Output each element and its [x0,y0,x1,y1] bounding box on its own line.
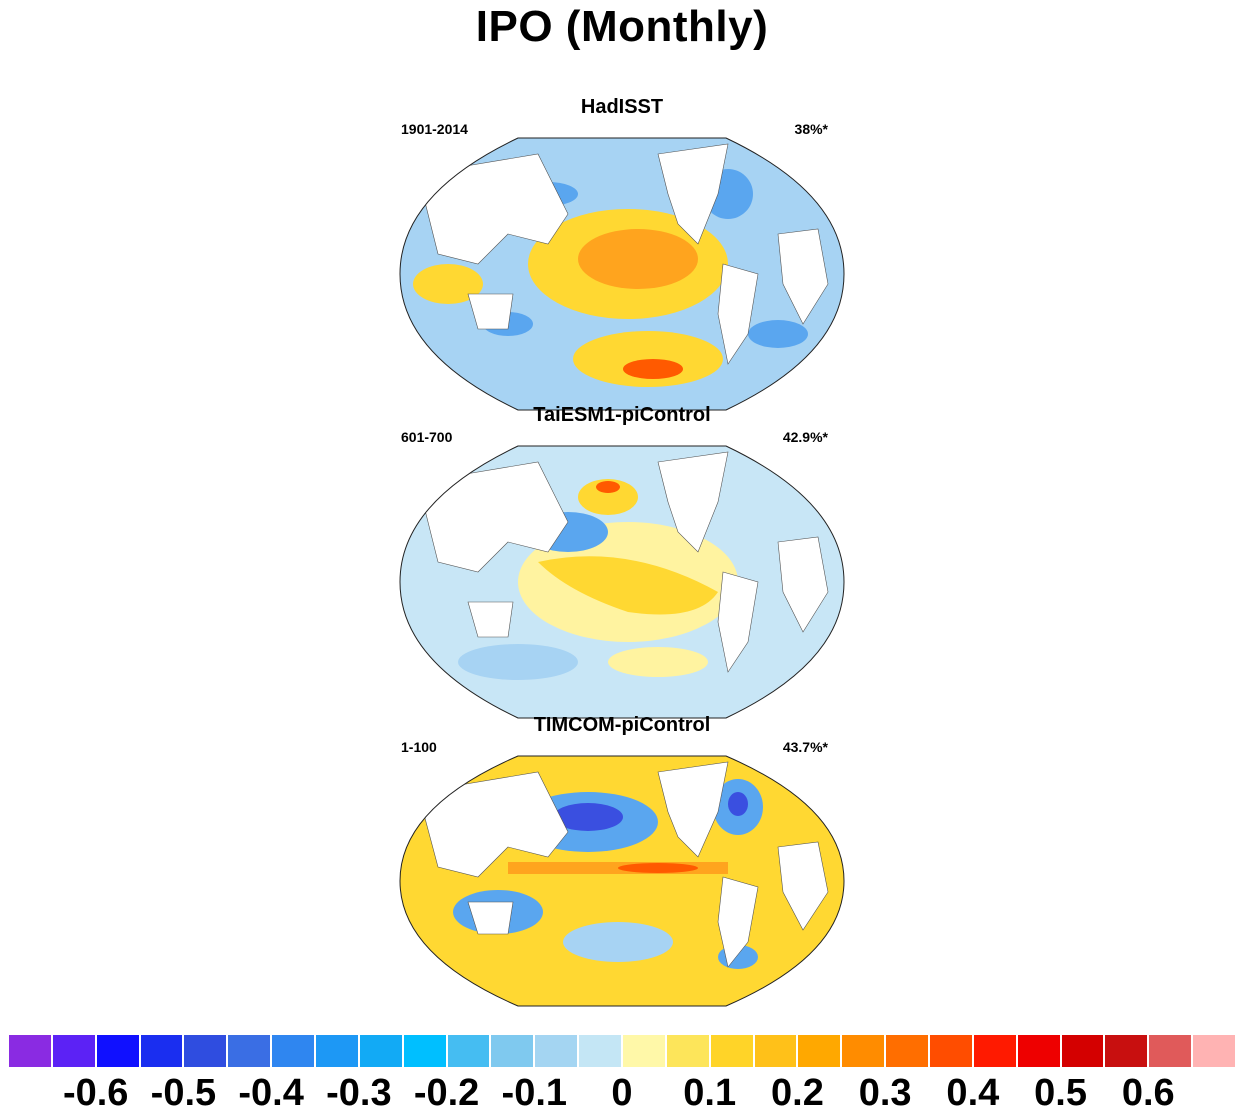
panel-period: 1-100 [401,739,437,755]
map-panel-hadisst: HadISST 1901-2014 38%* [398,96,846,416]
colorbar-labels: -0.6 -0.5 -0.4 -0.3 -0.2 -0.1 0 0.1 0.2 0.3 0.4 0.5… [0,1072,1244,1117]
panel-period: 601-700 [401,429,453,445]
land-africa [777,841,829,931]
colorbar-swatch [315,1034,359,1068]
map-frame [399,445,845,719]
colorbar-swatch [885,1034,929,1068]
map-panel-timcom: TIMCOM-piControl 1-100 43.7%* [398,714,846,1034]
land-africa [777,536,829,633]
colorbar-tick-label: 0.6 [1121,1072,1175,1114]
ipo-map-timcom [399,755,845,1007]
land-australia [467,293,514,330]
ipo-map-taiesm1 [399,445,845,719]
colorbar-tick-label: -0.6 [62,1072,129,1114]
colorbar-swatch [446,1034,491,1068]
warm-tropical-band [538,556,718,615]
panel-period: 1901-2014 [401,121,468,137]
land-north-america [657,451,729,553]
colorbar-swatch [358,1034,403,1068]
map-frame [399,755,845,1007]
ipo-map-hadisst [399,137,845,411]
panel-variance: 42.9%* [782,429,828,445]
map-frame [399,137,845,411]
colorbar-swatch [709,1034,754,1068]
land-south-america [717,263,759,365]
panel-variance: 43.7%* [782,739,828,755]
colorbar-tick-label: 0 [611,1072,633,1114]
colorbar [8,1034,1236,1070]
colorbar-tick-label: 0.3 [858,1072,912,1114]
land-eurasia [417,461,569,573]
colorbar-swatch [51,1034,96,1068]
colorbar-tick-label: -0.2 [413,1072,480,1114]
colorbar-swatch [402,1034,447,1068]
colorbar-swatch [8,1034,52,1068]
colorbar-swatch [271,1034,315,1068]
colorbar-tick-label: -0.4 [238,1072,304,1114]
colorbar-swatch [622,1034,666,1068]
colorbar-swatch [534,1034,579,1068]
colorbar-swatch [972,1034,1017,1068]
colorbar-swatch [665,1034,710,1068]
colorbar-tick-label: -0.5 [150,1072,217,1114]
colorbar-swatch [1148,1034,1193,1068]
land-south-america [717,876,759,968]
land-eurasia [417,771,569,878]
colorbar-tick-label: 0.5 [1034,1072,1087,1114]
colorbar-tick-label: -0.1 [501,1072,568,1114]
panel-title: TaiESM1-piControl [533,404,711,426]
colorbar-tick-label: 0.4 [946,1072,1000,1114]
panel-variance: 38%* [794,121,828,137]
figure-title: IPO (Monthly) [475,2,769,51]
colorbar-swatch [95,1034,140,1068]
colorbar-tick-label: -0.3 [326,1072,392,1114]
colorbar-swatch [578,1034,622,1068]
land-north-america [657,143,729,245]
colorbar-swatch [797,1034,842,1068]
land-australia [467,601,514,638]
panel-title: TIMCOM-piControl [533,714,711,736]
colorbar-tick-label: 0.1 [683,1072,737,1114]
land-eurasia [417,153,569,265]
colorbar-swatch [227,1034,272,1068]
colorbar-swatch [1104,1034,1149,1068]
colorbar-swatch [929,1034,973,1068]
panel-title: HadISST [580,96,664,118]
colorbar-swatch [1192,1034,1236,1068]
colorbar-tick-label: 0.2 [771,1072,824,1114]
colorbar-swatch [183,1034,228,1068]
land-south-america [717,571,759,673]
colorbar-swatch [1016,1034,1061,1068]
colorbar-swatch [1060,1034,1105,1068]
colorbar-swatch [139,1034,184,1068]
land-australia [467,901,514,935]
map-panel-taiesm1: TaiESM1-piControl 601-700 42.9%* [398,404,846,724]
land-north-america [657,761,729,858]
land-africa [777,228,829,325]
colorbar-swatch [753,1034,798,1068]
colorbar-swatch [490,1034,535,1068]
colorbar-swatch [841,1034,886,1068]
